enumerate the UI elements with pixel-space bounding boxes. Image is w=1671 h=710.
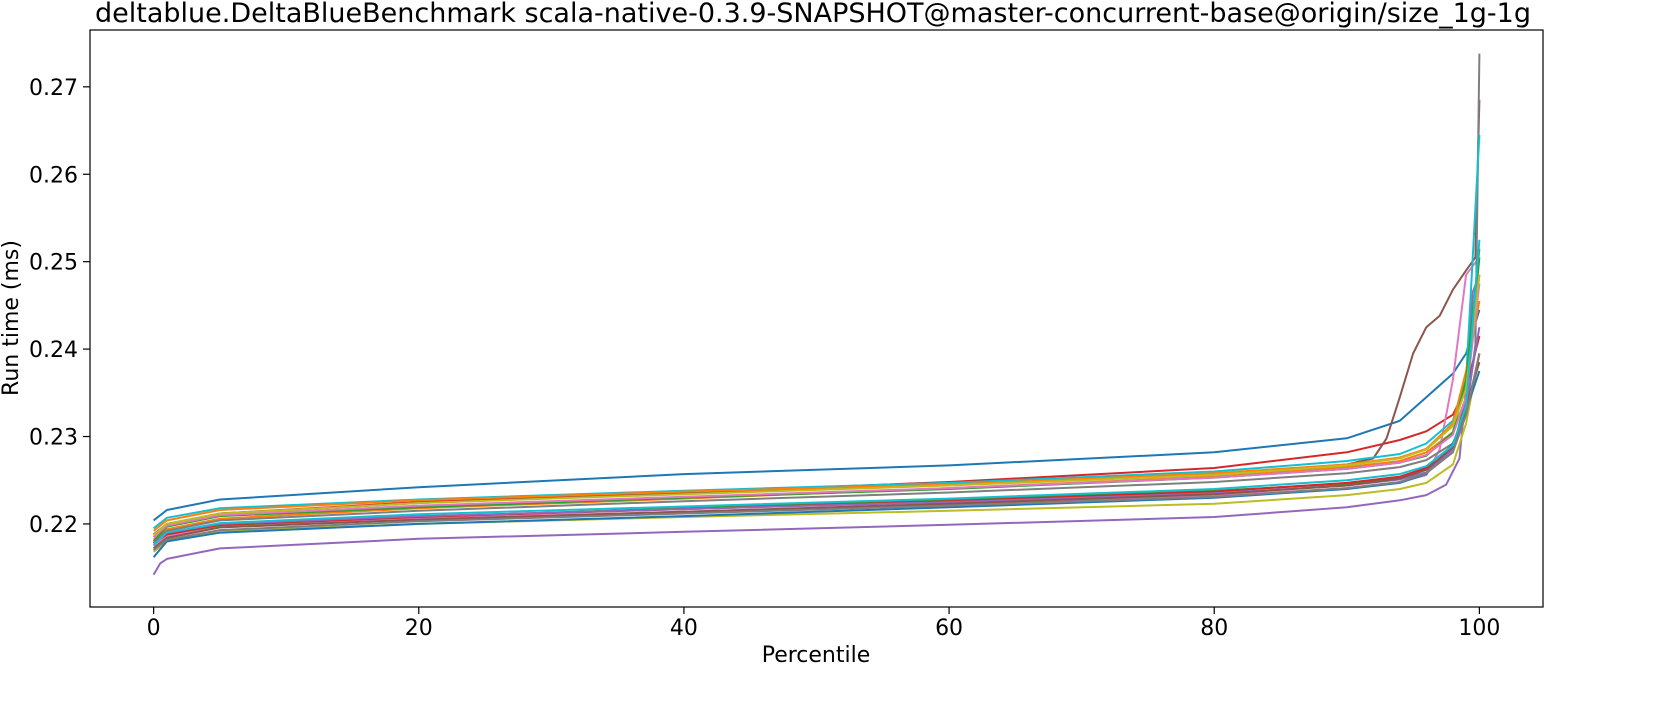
series-line-19: [152, 274, 1481, 537]
y-tick-label: 0.25: [29, 251, 78, 276]
series-line-20: [152, 239, 1481, 546]
x-tick-label: 60: [935, 616, 963, 641]
x-tick-label: 20: [405, 616, 433, 641]
y-tick-label: 0.27: [29, 76, 78, 101]
y-tick-label: 0.26: [29, 163, 78, 188]
x-tick-label: 40: [670, 616, 698, 641]
plot-frame: [89, 29, 1544, 608]
y-tick-label: 0.22: [29, 513, 78, 538]
series-layer: [152, 53, 1481, 576]
x-axis-label: Percentile: [762, 643, 871, 668]
series-line-18: [152, 353, 1481, 551]
series-line-16: [152, 361, 1481, 550]
y-axis-label: Run time (ms): [0, 240, 24, 396]
x-axis: 0 20 40 60 80 100: [147, 607, 1500, 641]
y-axis: 0.22 0.23 0.24 0.25 0.26 0.27: [29, 76, 90, 538]
x-tick-label: 100: [1458, 616, 1500, 641]
chart-title: deltablue.DeltaBlueBenchmark scala-nativ…: [95, 0, 1531, 29]
y-tick-label: 0.24: [29, 338, 78, 363]
series-line-17: [152, 283, 1481, 538]
x-tick-label: 80: [1200, 616, 1228, 641]
x-tick-label: 0: [147, 616, 161, 641]
series-line-5: [152, 274, 1481, 576]
y-tick-label: 0.23: [29, 426, 78, 451]
